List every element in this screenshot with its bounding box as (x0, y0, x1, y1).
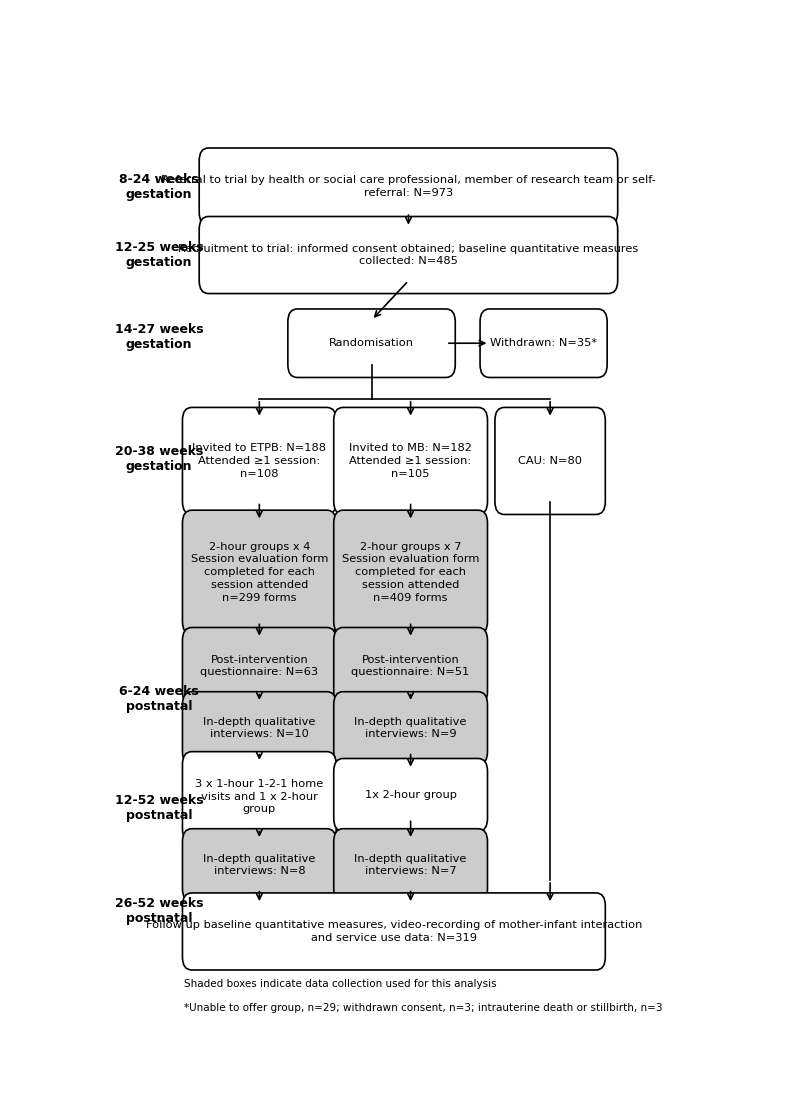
Text: 14-27 weeks
gestation: 14-27 weeks gestation (114, 324, 203, 351)
Text: In-depth qualitative
interviews: N=8: In-depth qualitative interviews: N=8 (203, 854, 315, 876)
FancyBboxPatch shape (182, 627, 336, 705)
Text: 2-hour groups x 7
Session evaluation form
completed for each
session attended
n=: 2-hour groups x 7 Session evaluation for… (342, 542, 479, 603)
FancyBboxPatch shape (199, 148, 618, 225)
FancyBboxPatch shape (495, 407, 606, 515)
Text: 20-38 weeks
gestation: 20-38 weeks gestation (114, 445, 203, 473)
Text: Shaded boxes indicate data collection used for this analysis: Shaded boxes indicate data collection us… (184, 979, 496, 989)
FancyBboxPatch shape (334, 758, 487, 832)
FancyBboxPatch shape (199, 217, 618, 294)
Text: CAU: N=80: CAU: N=80 (518, 456, 582, 466)
Text: 1x 2-hour group: 1x 2-hour group (365, 790, 457, 800)
FancyBboxPatch shape (334, 828, 487, 902)
Text: 2-hour groups x 4
Session evaluation form
completed for each
session attended
n=: 2-hour groups x 4 Session evaluation for… (190, 542, 328, 603)
Text: 6-24 weeks
postnatal: 6-24 weeks postnatal (119, 685, 198, 713)
FancyBboxPatch shape (288, 309, 455, 377)
Text: Follow up baseline quantitative measures, video-recording of mother-infant inter: Follow up baseline quantitative measures… (146, 920, 642, 943)
Text: Invited to ETPB: N=188
Attended ≥1 session:
n=108: Invited to ETPB: N=188 Attended ≥1 sessi… (192, 444, 326, 479)
FancyBboxPatch shape (182, 510, 336, 634)
FancyBboxPatch shape (182, 893, 606, 970)
Text: Referral to trial by health or social care professional, member of research team: Referral to trial by health or social ca… (161, 175, 656, 198)
FancyBboxPatch shape (334, 407, 487, 515)
Text: In-depth qualitative
interviews: N=7: In-depth qualitative interviews: N=7 (354, 854, 467, 876)
FancyBboxPatch shape (334, 627, 487, 705)
FancyBboxPatch shape (334, 510, 487, 634)
Text: 12-25 weeks
gestation: 12-25 weeks gestation (114, 241, 203, 269)
Text: 8-24 weeks
gestation: 8-24 weeks gestation (119, 172, 198, 200)
Text: Randomisation: Randomisation (329, 338, 414, 348)
Text: Post-intervention
questionnaire: N=51: Post-intervention questionnaire: N=51 (351, 655, 470, 677)
FancyBboxPatch shape (182, 407, 336, 515)
FancyBboxPatch shape (182, 828, 336, 902)
Text: Withdrawn: N=35*: Withdrawn: N=35* (490, 338, 597, 348)
Text: Invited to MB: N=182
Attended ≥1 session:
n=105: Invited to MB: N=182 Attended ≥1 session… (349, 444, 472, 479)
FancyBboxPatch shape (182, 752, 336, 842)
Text: Recruitment to trial: informed consent obtained; baseline quantitative measures
: Recruitment to trial: informed consent o… (178, 244, 638, 267)
Text: *Unable to offer group, n=29; withdrawn consent, n=3; intrauterine death or stil: *Unable to offer group, n=29; withdrawn … (184, 1003, 662, 1013)
Text: 12-52 weeks
postnatal: 12-52 weeks postnatal (114, 794, 203, 822)
Text: Post-intervention
questionnaire: N=63: Post-intervention questionnaire: N=63 (200, 655, 318, 677)
FancyBboxPatch shape (182, 692, 336, 764)
FancyBboxPatch shape (480, 309, 607, 377)
Text: In-depth qualitative
interviews: N=10: In-depth qualitative interviews: N=10 (203, 717, 315, 739)
FancyBboxPatch shape (334, 692, 487, 764)
Text: 3 x 1-hour 1-2-1 home
visits and 1 x 2-hour
group: 3 x 1-hour 1-2-1 home visits and 1 x 2-h… (195, 778, 323, 814)
Text: 26-52 weeks
postnatal: 26-52 weeks postnatal (114, 897, 203, 925)
Text: In-depth qualitative
interviews: N=9: In-depth qualitative interviews: N=9 (354, 717, 467, 739)
